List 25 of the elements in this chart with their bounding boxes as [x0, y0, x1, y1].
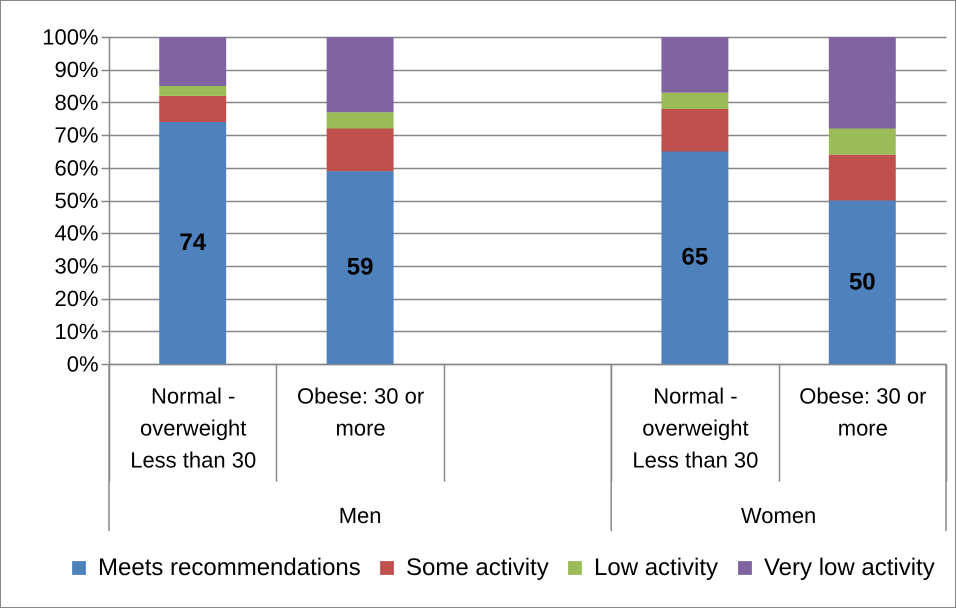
text: Men — [338, 503, 382, 528]
y-tick-label: 50% — [54, 188, 98, 213]
y-tick-label: 80% — [54, 90, 98, 115]
x-tick-label: Normal - overweight Less than 30 — [632, 384, 758, 472]
data-label: 59 — [346, 254, 374, 281]
y-tick-label: 0% — [66, 352, 98, 376]
y-tick-label: 60% — [54, 155, 98, 180]
legend-label: Meets recommendations — [98, 554, 361, 581]
legend-label: Very low activity — [764, 554, 935, 581]
y-tick-label: 30% — [54, 253, 98, 278]
data-label: 65 — [682, 244, 708, 271]
y-tick-label: 100% — [42, 24, 98, 50]
data-label: 50 — [848, 268, 876, 296]
y-tick-label: 40% — [54, 220, 98, 246]
y-tick-label: 70% — [54, 122, 98, 148]
x-tick-label: Obese: 30 or more — [799, 384, 926, 440]
legend-label: Some activity — [406, 554, 549, 581]
y-tick-label: 90% — [54, 57, 98, 82]
data-label: 74 — [179, 229, 207, 256]
x-tick-label: Normal - overweight Less than 30 — [130, 384, 256, 472]
y-tick-label: 10% — [54, 318, 98, 344]
legend-label: Low activity — [594, 554, 718, 581]
x-tick-label: Obese: 30 or more — [297, 384, 424, 440]
text: Women — [740, 503, 816, 528]
y-tick-label: 20% — [54, 286, 98, 312]
